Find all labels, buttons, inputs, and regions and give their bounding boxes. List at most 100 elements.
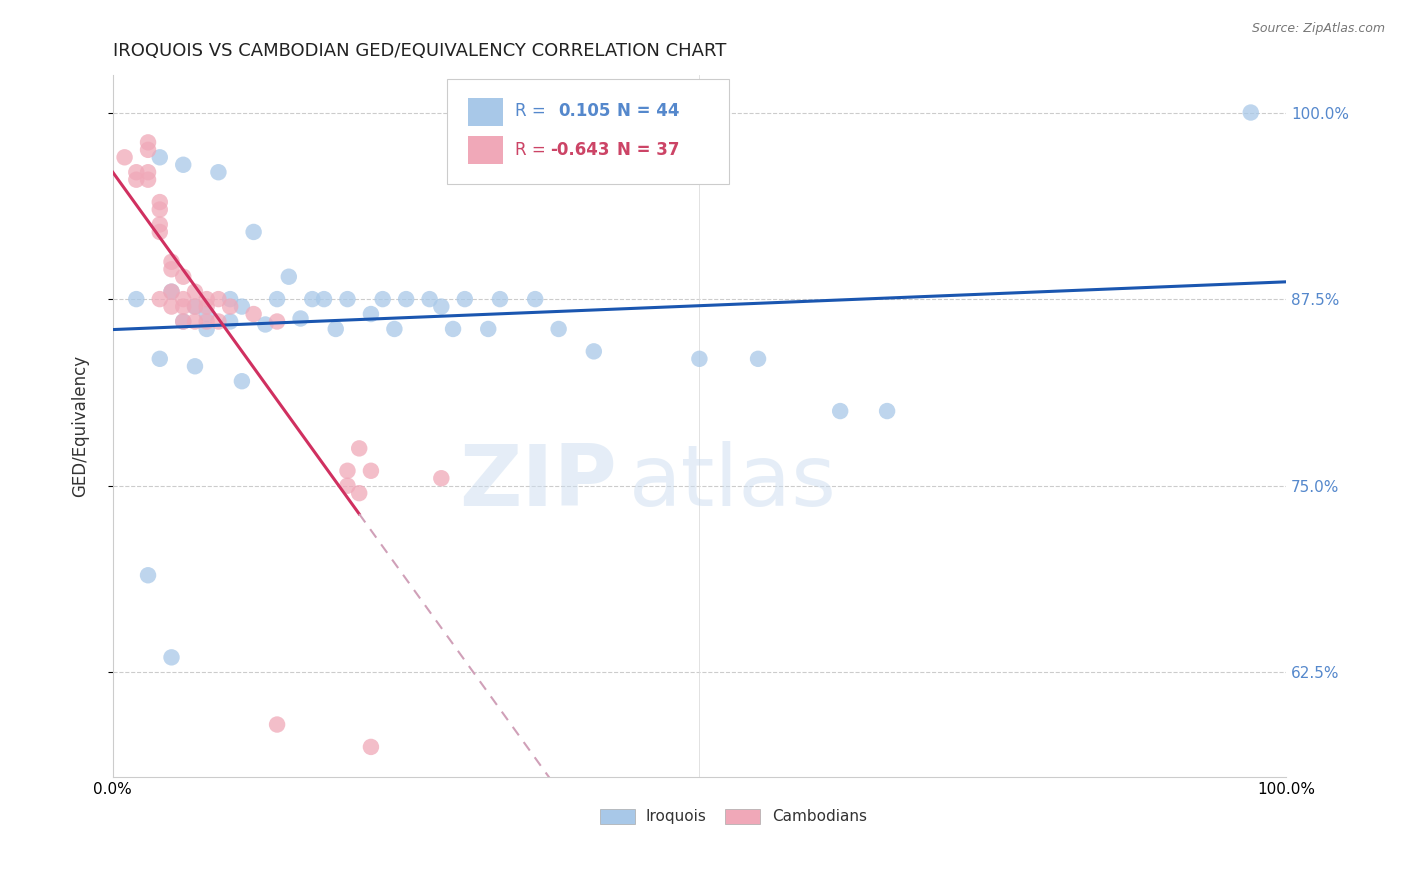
Point bbox=[136, 568, 159, 582]
Text: N = 37: N = 37 bbox=[617, 141, 679, 160]
Point bbox=[136, 172, 159, 186]
Point bbox=[336, 464, 359, 478]
Point bbox=[266, 314, 288, 328]
Point bbox=[384, 322, 406, 336]
Point bbox=[149, 218, 172, 232]
Point bbox=[419, 292, 441, 306]
Point bbox=[172, 158, 194, 172]
Point bbox=[290, 311, 312, 326]
Bar bbox=[468, 136, 503, 164]
Point bbox=[195, 307, 218, 321]
Point bbox=[477, 322, 499, 336]
Point bbox=[360, 307, 382, 321]
Point bbox=[160, 285, 183, 299]
Point bbox=[184, 285, 207, 299]
Point bbox=[547, 322, 569, 336]
Point bbox=[430, 471, 453, 485]
Point bbox=[125, 292, 148, 306]
Text: N = 44: N = 44 bbox=[617, 102, 679, 120]
Point bbox=[347, 486, 370, 500]
Point bbox=[149, 351, 172, 366]
Point bbox=[454, 292, 477, 306]
Point bbox=[149, 225, 172, 239]
Point bbox=[207, 314, 229, 328]
Point bbox=[688, 351, 710, 366]
Point bbox=[207, 165, 229, 179]
Bar bbox=[468, 98, 503, 127]
Point bbox=[114, 150, 136, 164]
Text: ZIP: ZIP bbox=[460, 441, 617, 524]
Point bbox=[524, 292, 547, 306]
Point bbox=[184, 359, 207, 374]
Text: atlas: atlas bbox=[628, 441, 837, 524]
Point bbox=[172, 292, 194, 306]
Point bbox=[172, 314, 194, 328]
Point bbox=[371, 292, 394, 306]
Point bbox=[160, 300, 183, 314]
Y-axis label: GED/Equivalency: GED/Equivalency bbox=[72, 355, 89, 497]
Point bbox=[876, 404, 898, 418]
Text: R =: R = bbox=[515, 141, 546, 160]
Point bbox=[360, 739, 382, 754]
Point bbox=[219, 300, 242, 314]
Point bbox=[184, 314, 207, 328]
Point bbox=[242, 307, 264, 321]
Point bbox=[149, 150, 172, 164]
Point bbox=[360, 464, 382, 478]
Point bbox=[172, 300, 194, 314]
FancyBboxPatch shape bbox=[447, 78, 728, 184]
Point bbox=[160, 254, 183, 268]
Point bbox=[325, 322, 347, 336]
Point bbox=[125, 165, 148, 179]
Point bbox=[277, 269, 299, 284]
Point bbox=[301, 292, 323, 306]
Text: Source: ZipAtlas.com: Source: ZipAtlas.com bbox=[1251, 22, 1385, 36]
Point bbox=[219, 314, 242, 328]
Text: Cambodians: Cambodians bbox=[772, 809, 868, 824]
Text: Iroquois: Iroquois bbox=[645, 809, 706, 824]
Point bbox=[195, 300, 218, 314]
Point bbox=[136, 136, 159, 150]
Bar bbox=[600, 809, 636, 824]
Text: 0.105: 0.105 bbox=[558, 102, 612, 120]
Point bbox=[136, 165, 159, 179]
Point bbox=[347, 442, 370, 456]
Point bbox=[489, 292, 512, 306]
Text: -0.643: -0.643 bbox=[550, 141, 610, 160]
Point bbox=[184, 300, 207, 314]
Point bbox=[582, 344, 605, 359]
Point bbox=[242, 225, 264, 239]
Point bbox=[336, 292, 359, 306]
Point bbox=[395, 292, 418, 306]
Point bbox=[254, 318, 277, 332]
Point bbox=[149, 292, 172, 306]
Point bbox=[172, 314, 194, 328]
Point bbox=[149, 202, 172, 217]
Point bbox=[219, 292, 242, 306]
Point bbox=[747, 351, 769, 366]
Point bbox=[160, 650, 183, 665]
Point bbox=[231, 300, 253, 314]
Point bbox=[172, 269, 194, 284]
Point bbox=[136, 143, 159, 157]
Point bbox=[195, 292, 218, 306]
Point bbox=[195, 322, 218, 336]
Point bbox=[184, 300, 207, 314]
Point bbox=[336, 479, 359, 493]
Point bbox=[125, 172, 148, 186]
Point bbox=[160, 285, 183, 299]
Point bbox=[1240, 105, 1263, 120]
Point bbox=[312, 292, 335, 306]
Point bbox=[266, 292, 288, 306]
Text: IROQUOIS VS CAMBODIAN GED/EQUIVALENCY CORRELATION CHART: IROQUOIS VS CAMBODIAN GED/EQUIVALENCY CO… bbox=[112, 42, 727, 60]
Point bbox=[149, 195, 172, 210]
Point bbox=[266, 717, 288, 731]
Point bbox=[430, 300, 453, 314]
Bar bbox=[725, 809, 761, 824]
Point bbox=[830, 404, 852, 418]
Text: R =: R = bbox=[515, 102, 546, 120]
Point bbox=[207, 292, 229, 306]
Point bbox=[231, 374, 253, 388]
Point bbox=[195, 314, 218, 328]
Point bbox=[160, 262, 183, 277]
